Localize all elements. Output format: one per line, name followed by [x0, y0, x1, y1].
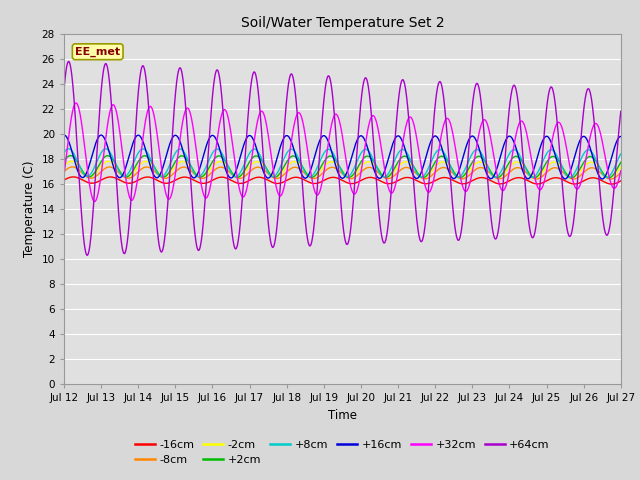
+16cm — [157, 171, 164, 177]
+16cm — [617, 133, 625, 139]
+8cm — [157, 173, 164, 179]
+32cm — [274, 190, 282, 196]
+2cm — [606, 175, 614, 180]
+32cm — [298, 116, 306, 122]
+64cm — [606, 221, 614, 227]
+8cm — [603, 175, 611, 180]
-16cm — [546, 176, 554, 182]
+64cm — [547, 85, 554, 91]
+2cm — [298, 163, 306, 168]
X-axis label: Time: Time — [328, 408, 357, 421]
-2cm — [298, 164, 306, 170]
+8cm — [546, 147, 554, 153]
-2cm — [617, 165, 625, 170]
+16cm — [274, 154, 282, 159]
+16cm — [298, 171, 305, 177]
-8cm — [298, 168, 306, 173]
Line: +64cm: +64cm — [64, 61, 621, 255]
-8cm — [274, 176, 282, 181]
+8cm — [124, 171, 132, 177]
+8cm — [617, 151, 625, 157]
Line: +16cm: +16cm — [64, 135, 621, 179]
+64cm — [65, 59, 72, 64]
+32cm — [91, 199, 99, 204]
-8cm — [68, 164, 76, 170]
-2cm — [606, 174, 614, 180]
Title: Soil/Water Temperature Set 2: Soil/Water Temperature Set 2 — [241, 16, 444, 30]
-16cm — [274, 180, 282, 186]
+64cm — [60, 87, 68, 93]
-2cm — [546, 161, 554, 167]
+8cm — [274, 169, 282, 175]
+2cm — [60, 158, 68, 164]
Line: -16cm: -16cm — [64, 177, 621, 184]
-2cm — [124, 173, 132, 179]
+64cm — [124, 234, 132, 240]
-8cm — [124, 175, 132, 181]
+8cm — [606, 172, 614, 178]
-2cm — [157, 172, 164, 178]
Legend: -16cm, -8cm, -2cm, +2cm, +8cm, +16cm, +32cm, +64cm: -16cm, -8cm, -2cm, +2cm, +8cm, +16cm, +3… — [131, 435, 554, 469]
+32cm — [617, 168, 625, 174]
-8cm — [157, 174, 164, 180]
-16cm — [298, 176, 306, 181]
-2cm — [274, 173, 282, 179]
+64cm — [83, 252, 91, 258]
+2cm — [617, 159, 625, 165]
-16cm — [70, 174, 77, 180]
+8cm — [65, 146, 72, 152]
+2cm — [67, 153, 74, 158]
-16cm — [60, 177, 68, 183]
Text: EE_met: EE_met — [75, 47, 120, 57]
+32cm — [157, 161, 164, 167]
-16cm — [617, 178, 625, 184]
+2cm — [124, 174, 132, 180]
+16cm — [124, 159, 131, 165]
+64cm — [157, 249, 164, 254]
Line: +8cm: +8cm — [64, 149, 621, 178]
+2cm — [274, 173, 282, 179]
+16cm — [598, 176, 606, 182]
+8cm — [60, 150, 68, 156]
-2cm — [60, 164, 68, 169]
-8cm — [606, 176, 614, 182]
+16cm — [60, 132, 68, 138]
+2cm — [605, 175, 612, 180]
-8cm — [617, 170, 625, 176]
+2cm — [546, 155, 554, 161]
Line: -8cm: -8cm — [64, 167, 621, 179]
+64cm — [617, 108, 625, 114]
+32cm — [72, 100, 80, 106]
+32cm — [606, 178, 614, 184]
-16cm — [124, 180, 132, 186]
-16cm — [157, 179, 164, 185]
+16cm — [606, 160, 614, 166]
+64cm — [298, 177, 306, 183]
+16cm — [546, 137, 554, 143]
+32cm — [547, 148, 554, 154]
-8cm — [607, 176, 614, 182]
+64cm — [274, 214, 282, 220]
Y-axis label: Temperature (C): Temperature (C) — [23, 160, 36, 257]
-16cm — [606, 181, 614, 187]
-2cm — [68, 158, 76, 164]
Line: +32cm: +32cm — [64, 103, 621, 202]
+32cm — [124, 188, 132, 193]
Line: +2cm: +2cm — [64, 156, 621, 178]
Line: -2cm: -2cm — [64, 161, 621, 177]
-8cm — [60, 169, 68, 175]
+2cm — [157, 173, 164, 179]
+8cm — [298, 163, 306, 168]
-8cm — [546, 167, 554, 172]
-16cm — [607, 181, 615, 187]
+32cm — [60, 172, 68, 178]
-2cm — [606, 174, 614, 180]
